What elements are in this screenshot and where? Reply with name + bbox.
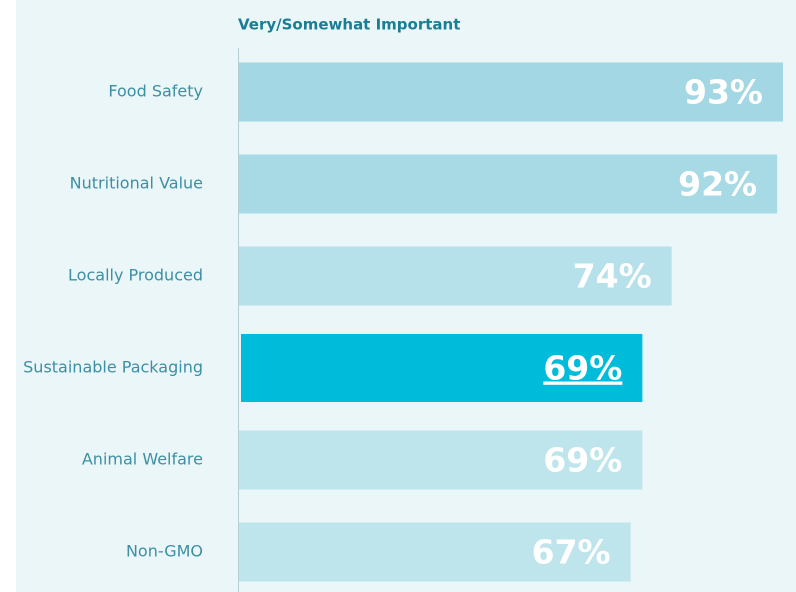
bar — [239, 522, 631, 582]
value-label: 67% — [532, 533, 611, 572]
category-label: Animal Welfare — [82, 450, 203, 469]
category-label: Sustainable Packaging — [23, 358, 203, 377]
category-label: Locally Produced — [68, 266, 203, 285]
chart-title: Very/Somewhat Important — [238, 16, 460, 34]
value-label: 92% — [678, 165, 757, 204]
value-label: 69% — [543, 349, 622, 388]
category-label: Nutritional Value — [70, 174, 203, 193]
category-label: Non-GMO — [126, 542, 203, 561]
bar — [241, 334, 643, 402]
bar — [239, 154, 778, 214]
value-label: 74% — [573, 257, 652, 296]
category-label: Food Safety — [108, 82, 203, 101]
value-label: 69% — [543, 441, 622, 480]
bar — [239, 430, 643, 490]
value-label: 93% — [684, 73, 763, 112]
bar — [239, 246, 672, 306]
bar — [239, 62, 783, 122]
